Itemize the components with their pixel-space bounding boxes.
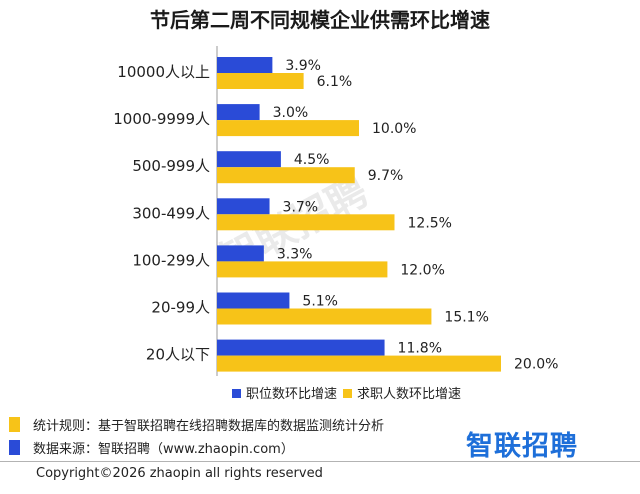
legend-label: 求职人数环比增速 [357,387,461,402]
job-postings-bar [217,151,281,168]
job-seekers-bar [217,73,304,89]
category-label: 500-999人 [132,157,210,175]
job-postings-bar [217,104,260,121]
job-postings-bar [217,57,273,73]
value-label: 12.5% [408,215,452,231]
copyright: Copyright©2026 zhaopin all rights reserv… [36,466,323,481]
value-label: 6.1% [317,74,353,90]
job-seekers-bar [217,308,432,325]
value-label: 20.0% [514,357,558,373]
legend-label: 职位数环比增速 [246,387,337,402]
value-label: 4.5% [294,152,330,168]
value-label: 3.0% [273,105,309,121]
category-label: 1000-9999人 [113,110,210,128]
category-label: 100-299人 [132,251,210,269]
category-label: 10000人以上 [117,63,210,81]
category-label: 20人以下 [146,346,210,364]
note-marker [9,440,20,455]
value-label: 12.0% [400,262,444,278]
job-postings-bar [217,245,264,262]
note-rule-text: 统计规则：基于智联招聘在线招聘数据库的数据监测统计分析 [33,419,385,434]
category-label: 20-99人 [151,299,210,317]
value-label: 3.3% [277,246,313,262]
legend-swatch [343,389,352,398]
job-postings-bar [217,292,290,309]
value-label: 11.8% [398,341,442,357]
job-postings-bar [217,198,270,215]
legend-swatch [232,389,241,398]
job-seekers-bar [217,120,359,137]
footer-divider [0,461,640,462]
value-label: 9.7% [368,168,404,184]
zhaopin-logo: 智联招聘 [466,431,578,462]
bar-chart: 节后第二周不同规模企业供需环比增速 智联招聘 10000人以上 3.9%6.1%1… [113,8,558,402]
value-label: 3.9% [285,58,321,74]
note-marker [9,417,20,432]
chart-title: 节后第二周不同规模企业供需环比增速 [150,8,490,32]
value-label: 15.1% [444,310,488,326]
value-label: 3.7% [283,199,319,215]
job-seekers-bar [217,167,355,184]
job-seekers-bar [217,261,388,278]
category-label: 300-499人 [132,204,210,222]
value-label: 5.1% [302,294,338,310]
value-label: 10.0% [372,121,416,137]
note-source-text: 数据来源：智联招聘（www.zhaopin.com） [33,442,294,457]
job-postings-bar [217,339,385,356]
job-seekers-bar [217,355,501,372]
job-seekers-bar [217,214,395,231]
